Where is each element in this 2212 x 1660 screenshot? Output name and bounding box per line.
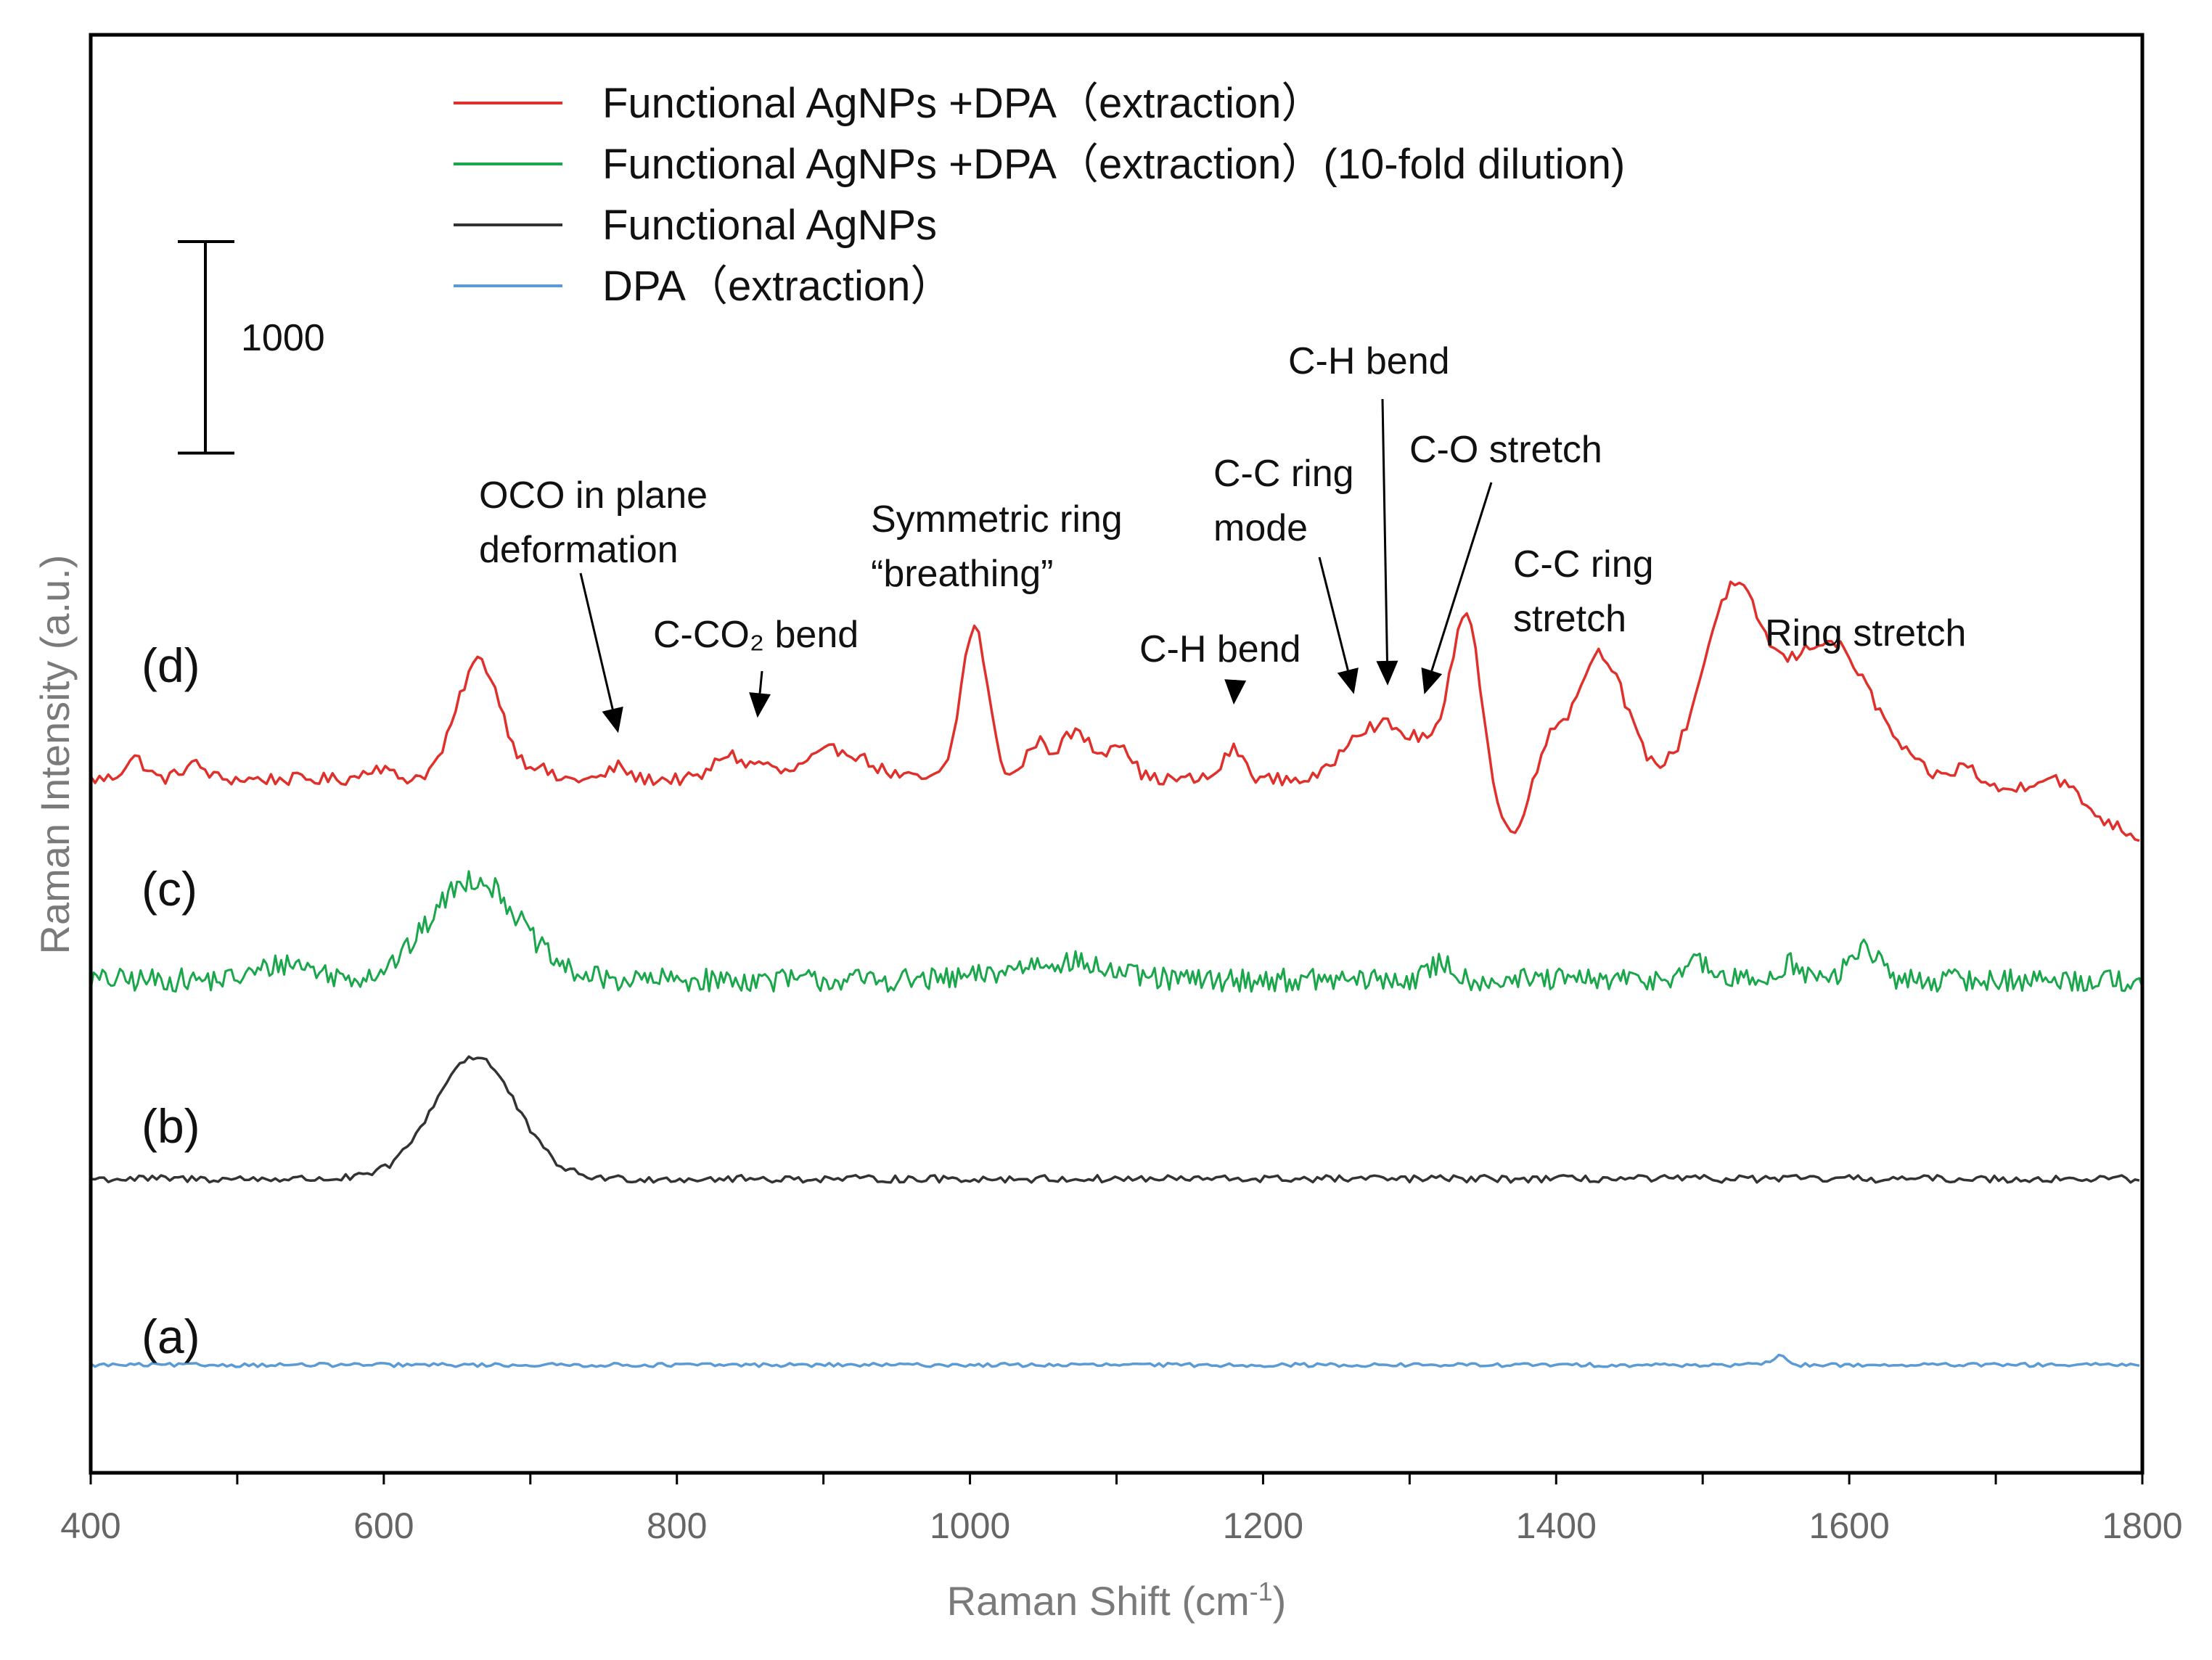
y-axis-title: Raman Intensity (a.u.) bbox=[32, 555, 78, 955]
annotation-co: C-O stretch bbox=[1409, 429, 1602, 694]
curve-label-d: (d) bbox=[142, 638, 200, 692]
x-tick-label: 1800 bbox=[2102, 1505, 2182, 1546]
series-line-a bbox=[91, 1353, 2140, 1368]
annotation-arrow-head-oco bbox=[602, 706, 623, 734]
annotation-cco2: C-CO₂ bend bbox=[653, 614, 859, 718]
x-tick-label: 800 bbox=[647, 1505, 707, 1546]
annotation-arrow-shaft-ccring bbox=[1318, 556, 1349, 671]
legend-label-c: Functional AgNPs +DPA（extraction）(10-fol… bbox=[602, 141, 1625, 188]
annotation-arrow-shaft-ch2 bbox=[1381, 398, 1388, 661]
annotation-oco: OCO in plane deformation bbox=[479, 474, 708, 734]
scale-bar: 1000 bbox=[178, 240, 325, 455]
annotation-ringstretch: Ring stretch bbox=[1765, 612, 1966, 654]
legend-label-b: Functional AgNPs bbox=[602, 202, 937, 249]
annotation-arrow-head-cco2 bbox=[749, 692, 771, 718]
legend-label-d: Functional AgNPs +DPA（extraction） bbox=[602, 80, 1323, 127]
annotation-arrow-shaft-oco bbox=[579, 572, 614, 710]
legend: Functional AgNPs +DPA（extraction） Functio… bbox=[454, 80, 1625, 310]
annotation-arrow-shaft-co bbox=[1430, 482, 1493, 672]
annotation-label-ch2: C-H bend bbox=[1288, 340, 1450, 382]
annotation-label-ch1: C-H bend bbox=[1139, 628, 1301, 670]
annotations: OCO in plane deformation C-CO₂ bend Symmetr… bbox=[479, 340, 1966, 734]
x-tick-label: 400 bbox=[60, 1505, 120, 1546]
annotation-label-cco2: C-CO₂ bend bbox=[653, 614, 859, 656]
x-axis-title: Raman Shift (cm-1) bbox=[947, 1577, 1287, 1624]
x-tick-label: 600 bbox=[353, 1505, 414, 1546]
annotation-arrow-head-co bbox=[1421, 667, 1443, 694]
series-line-b bbox=[91, 1055, 2140, 1184]
x-tick-label: 1600 bbox=[1809, 1505, 1890, 1546]
curve-label-c: (c) bbox=[142, 862, 197, 916]
annotation-label-ringstretch: Ring stretch bbox=[1765, 612, 1966, 654]
series-line-c bbox=[91, 870, 2142, 993]
annotation-ch1: C-H bend bbox=[1139, 628, 1301, 705]
annotation-ccring: C-C ring mode bbox=[1213, 453, 1359, 694]
curve-label-b: (b) bbox=[142, 1099, 200, 1153]
curve-label-a: (a) bbox=[142, 1310, 200, 1363]
x-tick-label: 1000 bbox=[930, 1505, 1010, 1546]
series-line-d bbox=[91, 580, 2140, 842]
series-layer bbox=[91, 580, 2142, 1368]
annotation-label-ccring: C-C ring mode bbox=[1213, 453, 1354, 549]
curve-labels: (d) (c) (b) (a) bbox=[142, 638, 200, 1363]
annotation-label-ccstretch: C-C ring stretch bbox=[1513, 543, 1654, 640]
annotation-arrow-shaft-cco2 bbox=[758, 670, 763, 694]
annotation-ccstretch: C-C ring stretch bbox=[1513, 543, 1654, 640]
legend-label-a: DPA（extraction） bbox=[602, 263, 952, 310]
annotation-label-co: C-O stretch bbox=[1409, 429, 1602, 471]
annotation-arrow-head-ch1 bbox=[1224, 679, 1247, 705]
x-tick-label: 1400 bbox=[1516, 1505, 1597, 1546]
x-tick-label: 1200 bbox=[1223, 1505, 1303, 1546]
scale-bar-label: 1000 bbox=[241, 317, 325, 359]
annotation-arrow-head-ch2 bbox=[1376, 660, 1398, 686]
annotation-sym: Symmetric ring “breathing” bbox=[871, 498, 1123, 595]
annotation-label-oco: OCO in plane deformation bbox=[479, 474, 708, 571]
annotation-label-sym: Symmetric ring “breathing” bbox=[871, 498, 1123, 595]
annotation-arrow-head-ccring bbox=[1337, 667, 1359, 694]
x-axis: 400 600 800 1000 1200 1400 1600 1800 Raman Shift… bbox=[32, 555, 2183, 1624]
annotation-ch2: C-H bend bbox=[1288, 340, 1450, 686]
